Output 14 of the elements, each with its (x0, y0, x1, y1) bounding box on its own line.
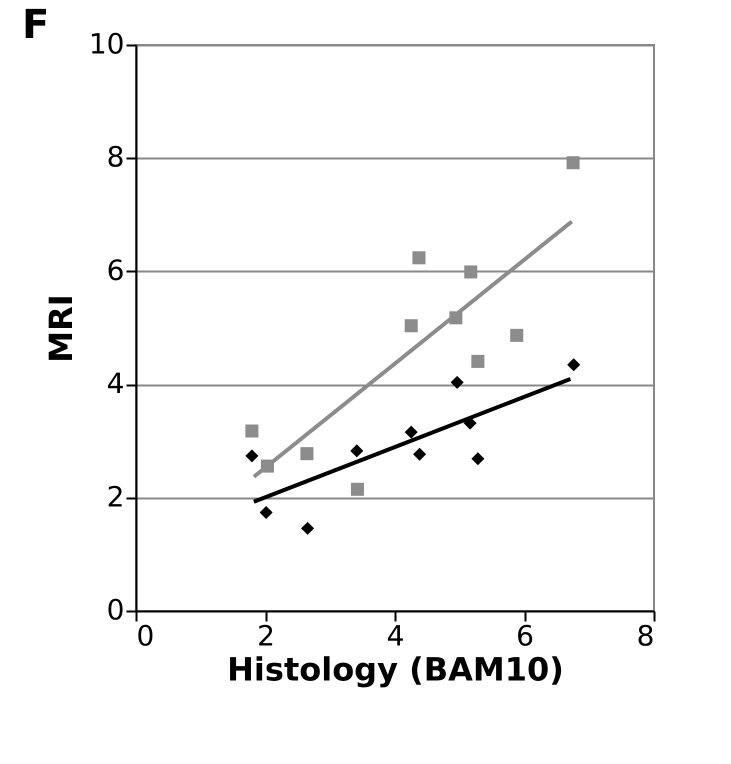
y-axis-title: MRI (42, 294, 80, 363)
y-tick-label: 2 (106, 480, 124, 514)
y-tick-label: 0 (106, 594, 124, 626)
x-tick-label: 8 (636, 620, 654, 652)
x-tick-label: 6 (516, 620, 534, 652)
x-tick-label: 4 (386, 620, 404, 652)
x-tick-label: 0 (136, 620, 154, 652)
y-tick-label: 4 (106, 367, 124, 400)
y-tick-label: 6 (106, 254, 124, 287)
y-tick-label: 8 (106, 140, 124, 174)
x-axis-title: Histology (BAM10) (227, 650, 564, 688)
text: F (22, 2, 50, 48)
y-tick-label: 10 (88, 28, 124, 60)
x-tick-label: 2 (257, 620, 275, 652)
